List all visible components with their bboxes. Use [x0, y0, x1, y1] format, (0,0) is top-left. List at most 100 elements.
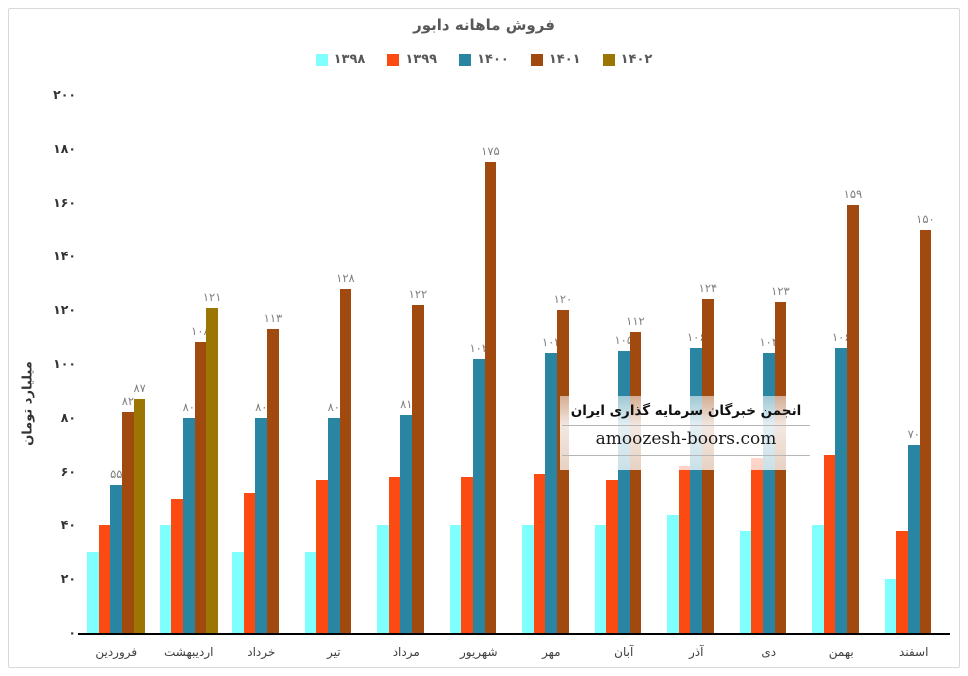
bar-۱۳۹۹-مرداد [388, 476, 401, 633]
bar-data-label: ۱۲۳ [771, 284, 790, 299]
bar-۱۴۰۰-شهریور [472, 358, 485, 633]
bar-data-label: ۱۰۴ [759, 335, 779, 350]
bar-۱۳۹۸-اسفند [884, 579, 897, 633]
bar-۱۳۹۸-خرداد [232, 552, 244, 633]
bar-data-label: ۱۰۲ [469, 340, 489, 355]
bar-data-label: ۱۲۸ [336, 270, 355, 285]
bar-۱۳۹۸-مرداد [377, 525, 389, 633]
bar-data-label: ۷۰ [907, 426, 920, 441]
bar-data-label: ۱۵۹ [843, 187, 863, 202]
bar-data-label: ۱۱۲ [626, 313, 645, 328]
legend-label: ۱۳۹۸ [333, 52, 366, 67]
bar-data-label: ۸۱ [400, 397, 413, 412]
legend-color-chip [530, 53, 543, 66]
x-axis-category-label: فروردین [95, 645, 138, 659]
x-axis-category-label: تیر [326, 645, 341, 659]
bar-۱۳۹۸-اردیبهشت [159, 525, 172, 633]
legend-label: ۱۴۰۰ [477, 52, 509, 67]
y-tick-label: ۸۰ [60, 409, 76, 425]
bar-data-label: ۱۵۰ [916, 211, 935, 226]
watermark-divider-top [562, 425, 810, 426]
watermark: انجمن خبرگان سرمایه گذاری ایران amoozesh… [560, 396, 812, 470]
y-tick-label: ۱۸۰ [53, 140, 76, 156]
bar-۱۴۰۰-فروردین [110, 485, 123, 633]
bar-data-label: ۸۰ [255, 399, 268, 414]
bar-۱۳۹۹-مهر [533, 474, 546, 633]
bar-data-label: ۱۲۰ [553, 292, 573, 307]
x-axis-category-label: دی [761, 645, 777, 659]
bar-۱۴۰۱-اسفند [919, 229, 932, 633]
bar-data-label: ۱۰۶ [831, 329, 851, 344]
bar-۱۴۰۱-بهمن [847, 205, 859, 633]
bar-data-label: ۱۰۸ [191, 324, 210, 339]
x-axis-category-label: بهمن [828, 645, 854, 659]
legend-color-chip [387, 53, 400, 66]
bar-۱۳۹۹-خرداد [243, 493, 256, 633]
bar-۱۳۹۸-مهر [522, 525, 534, 633]
bar-۱۳۹۹-بهمن [823, 455, 836, 633]
x-axis-category-label: آبان [614, 645, 634, 659]
bar-۱۴۰۰-آذر [690, 347, 703, 633]
bar-data-label: ۸۰ [182, 399, 195, 414]
y-tick-label: ۱۴۰ [53, 248, 76, 264]
bar-۱۴۰۰-مهر [545, 353, 558, 633]
y-tick-label: ۶۰ [60, 463, 76, 479]
x-axis-line [78, 633, 950, 635]
bar-data-label: ۵۵ [110, 467, 123, 482]
bar-data-label: ۱۰۵ [614, 332, 634, 347]
y-tick-label: ۱۲۰ [53, 302, 76, 318]
bar-data-label: ۱۷۵ [481, 144, 500, 159]
legend-item-۱۴۰۲: ۱۴۰۲ [602, 52, 652, 67]
legend-color-chip [315, 53, 328, 66]
bar-data-label: ۱۲۴ [698, 281, 718, 296]
bar-۱۳۹۸-بهمن [812, 525, 824, 633]
bar-۱۳۹۸-فروردین [87, 552, 99, 633]
bar-۱۳۹۸-شهریور [449, 525, 462, 633]
chart-legend: ۱۳۹۸ ۱۳۹۹ ۱۴۰۰ ۱۴۰۱ ۱۴۰۲ [0, 52, 968, 67]
bar-data-label: ۸۲ [121, 394, 135, 409]
bar-۱۳۹۸-دی [739, 530, 752, 633]
legend-color-chip [602, 53, 615, 66]
bar-۱۴۰۰-تیر [327, 417, 340, 633]
bar-۱۴۰۱-فروردین [122, 412, 134, 633]
bar-۱۴۰۱-مهر [557, 310, 569, 633]
legend-label: ۱۴۰۱ [548, 52, 581, 67]
y-tick-label: ۰ [68, 625, 76, 640]
bar-۱۳۹۹-فروردین [98, 525, 111, 633]
x-axis-category-label: اسفند [899, 645, 929, 659]
y-tick-label: ۴۰ [60, 517, 76, 533]
bar-data-label: ۱۰۴ [541, 335, 561, 350]
chart-title: فروش ماهانه دابور [413, 16, 555, 34]
watermark-url: amoozesh-boors.com [595, 429, 777, 449]
bar-data-label: ۱۲۲ [408, 286, 428, 301]
bar-۱۳۹۹-آذر [678, 466, 691, 633]
bar-۱۴۰۰-دی [762, 353, 775, 633]
bar-۱۳۹۹-شهریور [461, 476, 473, 633]
bar-۱۴۰۲-اردیبهشت [206, 307, 218, 633]
bar-data-label: ۱۱۳ [263, 311, 283, 326]
bar-۱۳۹۸-آذر [667, 514, 679, 633]
y-tick-label: ۱۰۰ [53, 356, 76, 371]
bar-data-label: ۱۲۱ [202, 289, 222, 304]
bar-۱۴۰۲-فروردین [133, 398, 146, 633]
bar-۱۴۰۰-آبان [617, 350, 630, 633]
legend-item-۱۴۰۰: ۱۴۰۰ [459, 52, 509, 67]
bar-۱۴۰۰-مرداد [400, 415, 413, 633]
x-axis-category-label: خرداد [247, 645, 276, 659]
legend-item-۱۳۹۹: ۱۳۹۹ [387, 52, 437, 67]
bar-۱۴۰۰-بهمن [835, 347, 848, 633]
bar-۱۴۰۱-مرداد [412, 304, 424, 633]
bar-۱۴۰۱-خرداد [267, 329, 279, 633]
bar-۱۴۰۱-اردیبهشت [194, 342, 207, 633]
legend-item-۱۴۰۱: ۱۴۰۱ [530, 52, 581, 67]
bar-۱۴۰۰-خرداد [255, 417, 268, 633]
x-axis-category-label: مهر [541, 645, 561, 659]
y-tick-label: ۲۰۰ [53, 87, 76, 102]
bar-۱۳۹۹-اردیبهشت [171, 498, 183, 633]
x-axis-category-label: شهریور [459, 645, 498, 659]
bar-data-label: ۸۷ [133, 380, 146, 395]
y-tick-label: ۲۰ [60, 571, 76, 587]
watermark-divider-bottom [562, 455, 810, 456]
